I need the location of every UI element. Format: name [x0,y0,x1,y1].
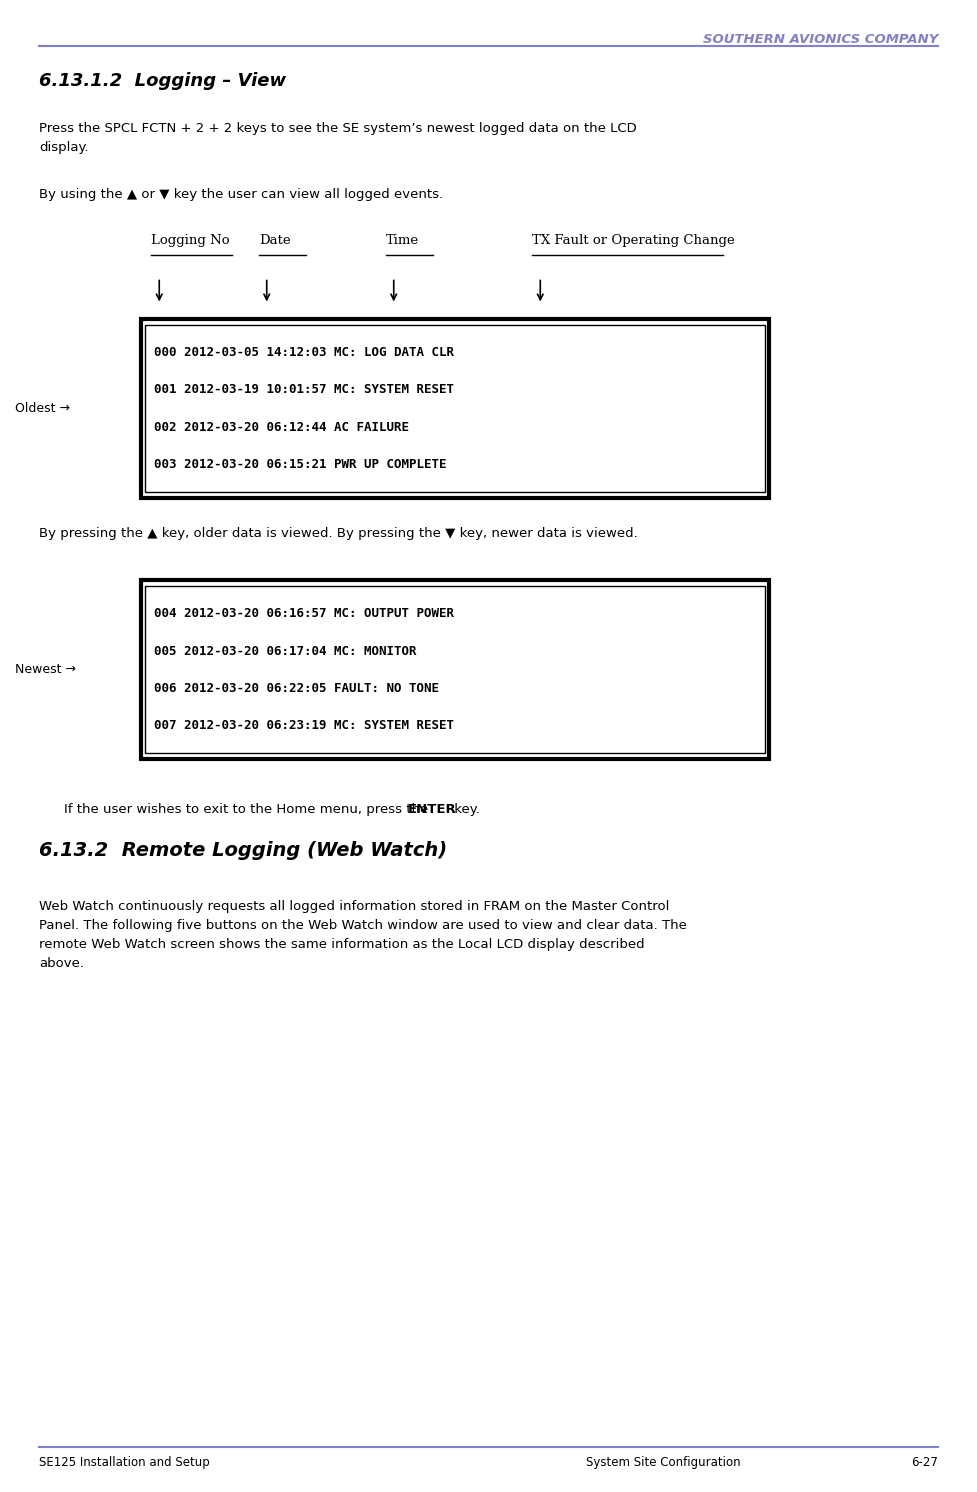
Text: 007 2012-03-20 06:23:19 MC: SYSTEM RESET: 007 2012-03-20 06:23:19 MC: SYSTEM RESET [154,719,454,733]
Text: Web Watch continuously requests all logged information stored in FRAM on the Mas: Web Watch continuously requests all logg… [39,900,687,970]
Text: If the user wishes to exit to the Home menu, press the: If the user wishes to exit to the Home m… [64,803,432,816]
FancyBboxPatch shape [145,586,765,753]
Text: Time: Time [386,234,419,248]
Text: 6-27: 6-27 [911,1456,938,1470]
Text: 002 2012-03-20 06:12:44 AC FAILURE: 002 2012-03-20 06:12:44 AC FAILURE [154,421,409,434]
Text: By using the ▲ or ▼ key the user can view all logged events.: By using the ▲ or ▼ key the user can vie… [39,188,444,201]
FancyBboxPatch shape [141,319,769,498]
Text: 6.13.2  Remote Logging (Web Watch): 6.13.2 Remote Logging (Web Watch) [39,841,447,861]
Text: 006 2012-03-20 06:22:05 FAULT: NO TONE: 006 2012-03-20 06:22:05 FAULT: NO TONE [154,682,440,695]
Text: ENTER: ENTER [407,803,456,816]
FancyBboxPatch shape [141,580,769,759]
Text: System Site Configuration: System Site Configuration [586,1456,741,1470]
Text: 005 2012-03-20 06:17:04 MC: MONITOR: 005 2012-03-20 06:17:04 MC: MONITOR [154,645,417,658]
Text: 001 2012-03-19 10:01:57 MC: SYSTEM RESET: 001 2012-03-19 10:01:57 MC: SYSTEM RESET [154,383,454,397]
Text: Press the SPCL FCTN + 2 + 2 keys to see the SE system’s newest logged data on th: Press the SPCL FCTN + 2 + 2 keys to see … [39,122,637,154]
Text: Newest →: Newest → [15,664,75,676]
Text: key.: key. [450,803,481,816]
Text: SE125 Installation and Setup: SE125 Installation and Setup [39,1456,210,1470]
Text: 003 2012-03-20 06:15:21 PWR UP COMPLETE: 003 2012-03-20 06:15:21 PWR UP COMPLETE [154,458,446,471]
Text: Date: Date [259,234,290,248]
Text: 000 2012-03-05 14:12:03 MC: LOG DATA CLR: 000 2012-03-05 14:12:03 MC: LOG DATA CLR [154,346,454,360]
Text: TX Fault or Operating Change: TX Fault or Operating Change [532,234,736,248]
Text: Oldest →: Oldest → [15,403,69,415]
Text: 004 2012-03-20 06:16:57 MC: OUTPUT POWER: 004 2012-03-20 06:16:57 MC: OUTPUT POWER [154,607,454,621]
Text: 6.13.1.2  Logging – View: 6.13.1.2 Logging – View [39,72,286,90]
FancyBboxPatch shape [145,325,765,492]
Text: SOUTHERN AVIONICS COMPANY: SOUTHERN AVIONICS COMPANY [702,33,938,46]
Text: By pressing the ▲ key, older data is viewed. By pressing the ▼ key, newer data i: By pressing the ▲ key, older data is vie… [39,527,638,540]
Text: Logging No: Logging No [151,234,230,248]
